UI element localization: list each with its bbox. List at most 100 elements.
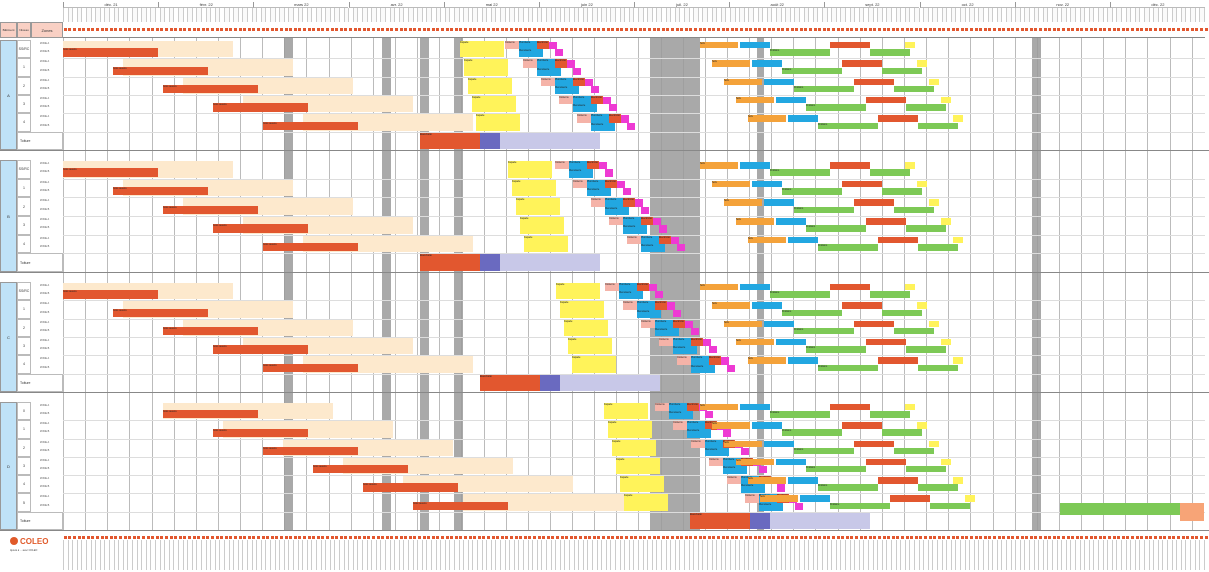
sols-bar[interactable]: Sols: [724, 199, 762, 206]
finish-blue[interactable]: [740, 42, 770, 49]
finish-blue[interactable]: [788, 357, 818, 364]
menuiserie-bar[interactable]: Menuiserie: [623, 225, 647, 234]
sols-bar[interactable]: Sols: [736, 339, 774, 346]
cloisons-bar[interactable]: Cloisons: [659, 338, 673, 347]
facade-bar[interactable]: Façade: [512, 179, 556, 197]
finish-blue[interactable]: [764, 199, 794, 206]
finitions-bar[interactable]: Finitions: [830, 502, 890, 509]
electricite-bar[interactable]: Électricité: [555, 59, 567, 68]
cloisons-bar[interactable]: Cloisons: [691, 439, 705, 448]
gros-oeuvre-bar[interactable]: Gros oeuvre: [213, 428, 308, 437]
finitions-bar[interactable]: Finitions: [794, 447, 854, 455]
level-label[interactable]: SS/RC: [17, 160, 31, 179]
gros-oeuvre-bar[interactable]: Gros oeuvre: [113, 66, 208, 75]
finish-yellow[interactable]: [953, 357, 963, 364]
plomberie-bar[interactable]: Plomberie: [687, 421, 705, 430]
finish-green[interactable]: [894, 327, 934, 335]
plomberie-bar[interactable]: Plomberie: [669, 403, 687, 412]
plomberie-bar[interactable]: Plomberie: [673, 338, 691, 347]
gros-oeuvre-bar[interactable]: Gros oeuvre: [213, 345, 308, 354]
finitions-bar[interactable]: Finitions: [782, 309, 842, 316]
finish-red[interactable]: [854, 199, 894, 206]
finish-green[interactable]: [906, 346, 946, 353]
finitions-bar[interactable]: Finitions: [782, 429, 842, 436]
plomberie-bar[interactable]: Plomberie: [705, 439, 723, 448]
sols-bar[interactable]: Sols: [712, 302, 750, 309]
peinture-bar-2[interactable]: [609, 104, 617, 112]
finish-red[interactable]: [878, 357, 918, 364]
plomberie-bar[interactable]: Plomberie: [655, 319, 673, 328]
electricite-bar[interactable]: Électricité: [605, 179, 617, 189]
finish-red[interactable]: [878, 236, 918, 244]
plomberie-bar[interactable]: Plomberie: [691, 356, 709, 365]
finish-red[interactable]: [842, 422, 882, 429]
finitions-bar[interactable]: Finitions: [770, 169, 830, 176]
finitions-bar[interactable]: Finitions: [806, 104, 866, 111]
facade-bar[interactable]: Façade: [612, 439, 656, 456]
finish-red[interactable]: [866, 339, 906, 346]
finitions-bar[interactable]: Finitions: [770, 291, 830, 298]
peinture-bar-2[interactable]: [705, 411, 713, 419]
cloisons-bar[interactable]: Cloisons: [559, 96, 573, 105]
menuiserie-bar[interactable]: Menuiserie: [619, 291, 643, 300]
roof-bar[interactable]: Étanchéité: [420, 254, 480, 271]
finish-green[interactable]: [870, 169, 910, 176]
gros-oeuvre-bar[interactable]: Gros oeuvre: [213, 103, 308, 112]
peinture-bar[interactable]: [617, 180, 625, 189]
electricite-bar[interactable]: Électricité: [659, 235, 671, 245]
menuiserie-bar[interactable]: Menuiserie: [537, 67, 561, 76]
menuiserie-bar[interactable]: Menuiserie: [691, 364, 715, 373]
finish-green[interactable]: [918, 364, 958, 371]
finish-red[interactable]: [830, 284, 870, 291]
toiture-label[interactable]: Toiture: [17, 511, 63, 530]
peinture-bar[interactable]: [653, 218, 661, 226]
plomberie-bar[interactable]: Plomberie: [623, 217, 641, 226]
peinture-bar-2[interactable]: [727, 364, 735, 372]
facade-bar[interactable]: Façade: [608, 421, 652, 438]
facade-bar[interactable]: Façade: [476, 114, 520, 131]
level-label[interactable]: 4: [17, 234, 31, 254]
sols-bar[interactable]: Sols: [760, 495, 798, 502]
roof-bar-blue[interactable]: [480, 254, 500, 271]
finish-green[interactable]: [894, 206, 934, 214]
final-green-bar[interactable]: [1060, 503, 1180, 515]
roof-bar-lavender[interactable]: [500, 254, 600, 271]
roof-bar-lavender[interactable]: [500, 132, 600, 149]
finish-blue[interactable]: [776, 339, 806, 346]
finitions-bar[interactable]: Finitions: [794, 206, 854, 214]
sols-bar[interactable]: Sols: [736, 218, 774, 225]
finish-yellow[interactable]: [917, 422, 927, 429]
level-label[interactable]: SS/RC: [17, 282, 31, 301]
menuiserie-bar[interactable]: Menuiserie: [687, 429, 711, 438]
peinture-bar-2[interactable]: [627, 122, 635, 130]
final-orange-bar[interactable]: [1180, 503, 1204, 521]
menuiserie-bar[interactable]: Menuiserie: [673, 346, 697, 355]
electricite-bar[interactable]: Électricité: [591, 96, 603, 105]
finish-red[interactable]: [866, 218, 906, 225]
finitions-bar[interactable]: Finitions: [806, 225, 866, 232]
roof-bar-lavender[interactable]: [770, 512, 870, 529]
roof-bar-blue[interactable]: [480, 132, 500, 149]
roof-bar-lavender[interactable]: [560, 374, 660, 391]
electricite-bar[interactable]: Électricité: [537, 41, 549, 50]
electricite-bar[interactable]: Électricité: [687, 403, 699, 412]
plomberie-bar[interactable]: Plomberie: [569, 161, 587, 170]
gros-oeuvre-bar[interactable]: Gros oeuvre: [263, 446, 358, 456]
finish-blue[interactable]: [776, 458, 806, 466]
sols-bar[interactable]: Sols: [700, 284, 738, 291]
facade-bar[interactable]: Façade: [572, 356, 616, 373]
finish-yellow[interactable]: [905, 42, 915, 49]
cloisons-bar[interactable]: Cloisons: [655, 403, 669, 412]
roof-bar-blue[interactable]: [540, 374, 560, 391]
gros-oeuvre-bar[interactable]: Gros oeuvre: [113, 187, 208, 196]
finish-blue[interactable]: [752, 60, 782, 67]
gros-oeuvre-bar[interactable]: Gros oeuvre: [163, 205, 258, 215]
peinture-bar-2[interactable]: [741, 447, 749, 456]
facade-bar[interactable]: Façade: [568, 338, 612, 355]
gros-oeuvre-bar[interactable]: Gros oeuvre: [63, 290, 158, 299]
cloisons-bar[interactable]: Cloisons: [709, 457, 723, 467]
menuiserie-bar[interactable]: Menuiserie: [573, 104, 597, 113]
facade-bar[interactable]: Façade: [564, 319, 608, 336]
gros-oeuvre-bar[interactable]: Gros oeuvre: [63, 168, 158, 177]
col-header-niveau[interactable]: Niveau: [17, 22, 31, 38]
